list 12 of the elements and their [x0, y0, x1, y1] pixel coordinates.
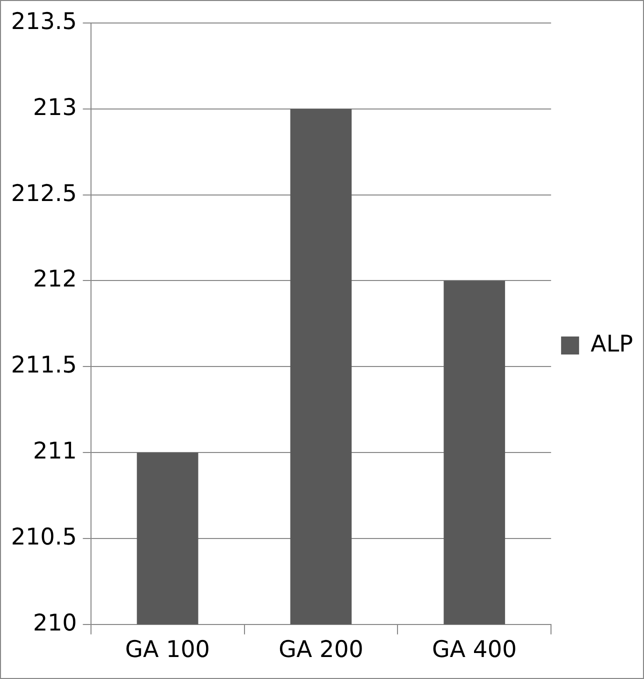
x-tick-label: GA 200 [278, 637, 364, 664]
y-tick-label: 213.5 [10, 8, 77, 35]
y-tick-label: 210.5 [10, 524, 77, 550]
y-tick-label: 212 [32, 266, 77, 293]
x-tick-label: GA 100 [125, 637, 210, 664]
x-tick-label: GA 400 [432, 637, 517, 664]
y-tick-label: 211.5 [10, 352, 77, 379]
y-tick-label: 212.5 [10, 180, 77, 207]
y-tick-label: 211 [32, 438, 77, 465]
legend-label: ALP [590, 331, 634, 358]
y-tick-label: 213 [32, 94, 77, 121]
y-tick-label: 210 [32, 610, 77, 636]
